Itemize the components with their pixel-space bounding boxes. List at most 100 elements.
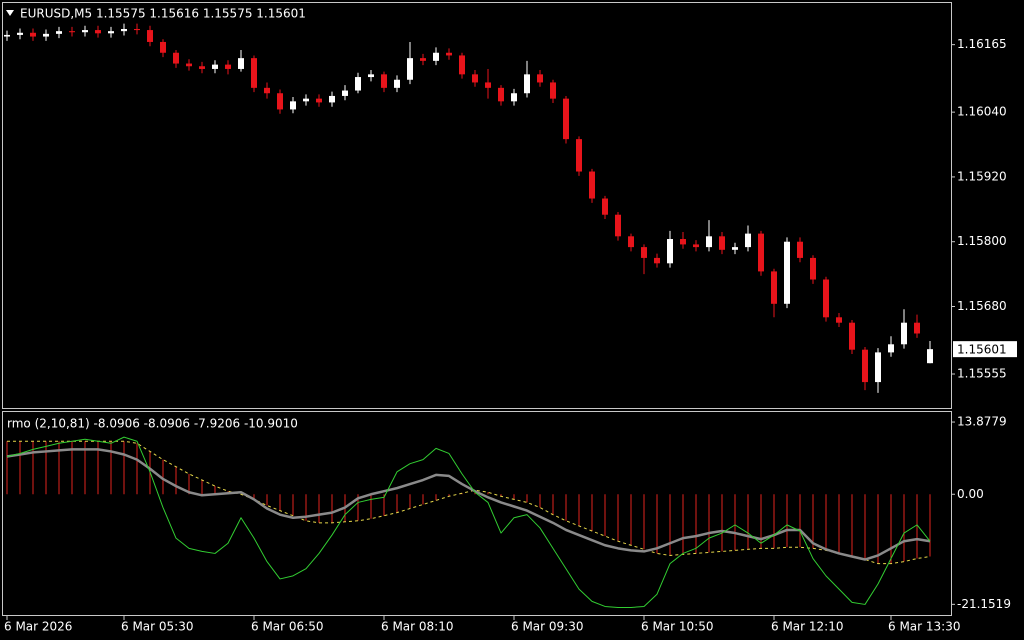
y-tick-label: 1.16165	[957, 37, 1007, 51]
candle-body	[43, 33, 49, 37]
last-price-label: 1.15601	[957, 343, 1007, 357]
candle-body	[888, 344, 894, 353]
y-tick-label: 1.16040	[957, 105, 1007, 119]
candle-body	[680, 239, 686, 245]
candle-body	[745, 233, 751, 248]
candle-body	[407, 58, 413, 80]
candle-body	[290, 101, 296, 110]
last-price-box	[953, 341, 1017, 358]
candle-body	[732, 247, 738, 250]
candle-body	[277, 93, 283, 110]
candle-body	[875, 352, 881, 383]
candle-body	[251, 58, 257, 88]
candle-body	[394, 79, 400, 88]
x-tick-label: 6 Mar 13:30	[888, 620, 961, 634]
candle-body	[706, 236, 712, 248]
price-panel	[2, 2, 952, 409]
x-tick-label: 6 Mar 08:10	[381, 620, 454, 634]
y-tick-label: -21.1519	[957, 597, 1011, 611]
candle-body	[615, 214, 621, 237]
candle-body	[121, 28, 127, 32]
candle-body	[537, 74, 543, 83]
candle-body	[576, 139, 582, 172]
candle-body	[225, 64, 231, 69]
candle-body	[160, 41, 166, 53]
candle-body	[134, 28, 140, 31]
y-tick-label: 1.15680	[957, 299, 1007, 313]
candle-body	[472, 74, 478, 83]
candle-body	[823, 279, 829, 318]
candle-body	[602, 198, 608, 215]
candle-body	[212, 64, 218, 69]
candle-body	[381, 74, 387, 88]
candle-body	[446, 52, 452, 56]
candle-body	[771, 271, 777, 304]
y-tick-label: 1.15920	[957, 169, 1007, 183]
candle-body	[199, 66, 205, 69]
candle-body	[303, 98, 309, 102]
candle-body	[641, 247, 647, 258]
candle-body	[693, 244, 699, 248]
y-tick-label: 1.15555	[957, 366, 1007, 380]
candle-body	[654, 257, 660, 264]
y-tick-label: 0.00	[957, 487, 984, 501]
chart-title: EURUSD,M5 1.15575 1.15616 1.15575 1.1560…	[20, 7, 306, 21]
candle-body	[342, 90, 348, 96]
candle-body	[511, 93, 517, 102]
candle-body	[719, 236, 725, 250]
symbol-menu-arrow[interactable]	[6, 10, 14, 16]
candle-body	[4, 34, 10, 37]
candle-body	[30, 32, 36, 37]
x-tick-label: 6 Mar 06:50	[251, 620, 324, 634]
candle-body	[56, 31, 62, 34]
candle-body	[914, 322, 920, 334]
candle-body	[797, 241, 803, 258]
x-tick-label: 6 Mar 09:30	[511, 620, 584, 634]
candle-body	[186, 63, 192, 67]
candle-body	[108, 31, 114, 34]
indicator-line	[6, 448, 931, 561]
y-tick-label: 13.8779	[957, 415, 1007, 429]
candle-body	[849, 322, 855, 350]
candle-body	[550, 82, 556, 99]
candle-body	[420, 58, 426, 61]
indicator-line	[6, 436, 931, 609]
candle-body	[17, 32, 23, 35]
candle-body	[329, 95, 335, 103]
candle-body	[459, 55, 465, 75]
candle-body	[95, 30, 101, 34]
candle-body	[498, 87, 504, 102]
x-tick-label: 6 Mar 2026	[4, 620, 72, 634]
y-tick-label: 1.15800	[957, 234, 1007, 248]
candle-body	[316, 98, 322, 103]
indicator-title: rmo (2,10,81) -8.0906 -8.0906 -7.9206 -1…	[7, 417, 298, 431]
candle-body	[927, 349, 933, 364]
candle-body	[628, 236, 634, 248]
candle-body	[758, 233, 764, 272]
candle-body	[485, 82, 491, 88]
candle-body	[69, 31, 75, 33]
candle-body	[784, 241, 790, 304]
candle-body	[667, 239, 673, 264]
candle-body	[147, 30, 153, 42]
candle-body	[238, 58, 244, 69]
candle-body	[862, 349, 868, 383]
candle-body	[368, 74, 374, 78]
candle-body	[901, 322, 907, 345]
indicator-panel	[2, 411, 952, 616]
candle-body	[355, 77, 361, 91]
indicator-line	[7, 440, 931, 565]
x-tick-label: 6 Mar 05:30	[121, 620, 194, 634]
candle-body	[524, 74, 530, 94]
candle-body	[433, 52, 439, 61]
x-tick-label: 6 Mar 12:10	[771, 620, 844, 634]
candle-body	[589, 171, 595, 199]
candle-body	[264, 87, 270, 94]
candle-body	[810, 257, 816, 280]
candle-body	[173, 52, 179, 64]
candle-body	[563, 98, 569, 140]
x-tick-label: 6 Mar 10:50	[641, 620, 714, 634]
